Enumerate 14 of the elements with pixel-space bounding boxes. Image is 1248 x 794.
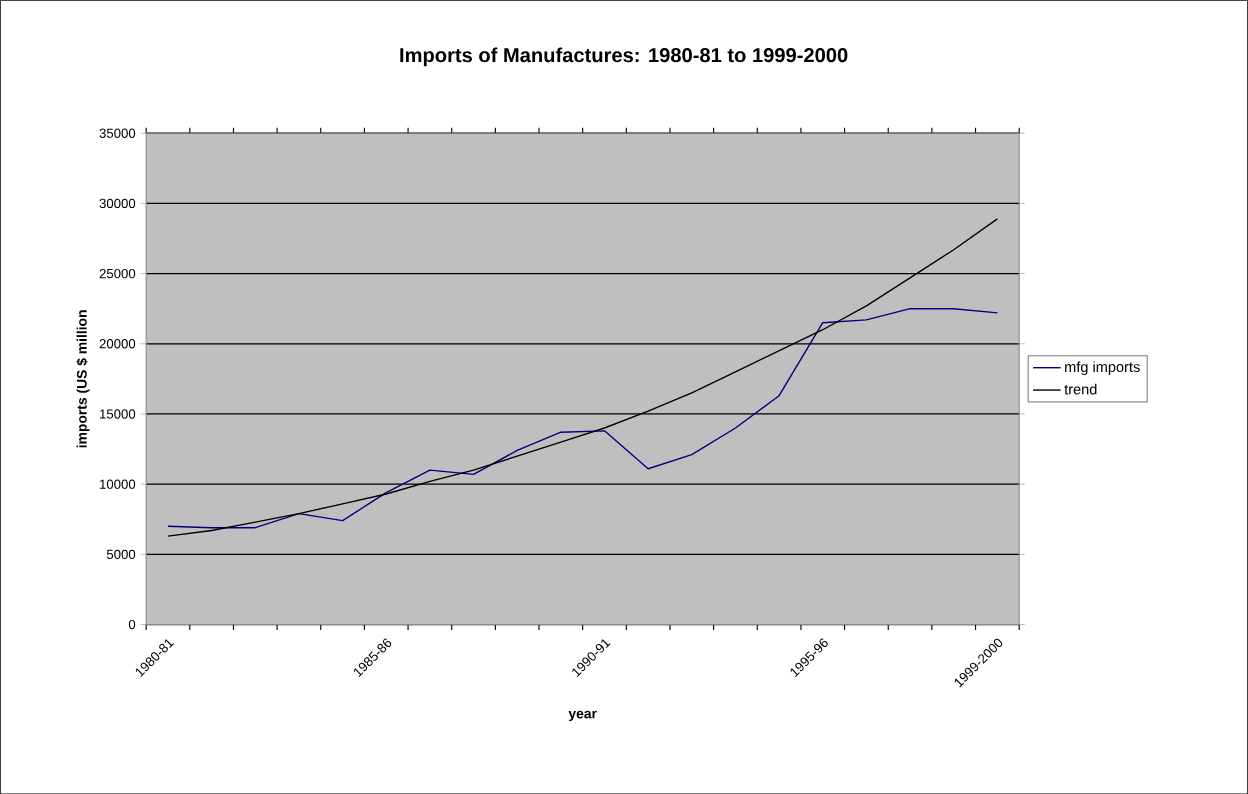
chart-title: Imports of Manufactures: 1980-81 to 1999-2000 <box>400 47 848 67</box>
y-tick-label: 20000 <box>99 338 136 349</box>
y-axis-title: imports (US $ million <box>76 310 90 448</box>
y-tick-label: 0 <box>128 619 136 630</box>
y-tick-label: 15000 <box>100 409 136 419</box>
x-axis-title: year <box>568 710 597 721</box>
legend-label: mfg imports <box>1065 361 1140 375</box>
y-tick-label: 25000 <box>99 268 136 279</box>
y-tick-label: 35000 <box>99 128 136 138</box>
y-tick-label: 5000 <box>106 549 136 559</box>
legend-label: trend <box>1064 383 1097 395</box>
line-series <box>167 307 999 529</box>
y-tick-label: 30000 <box>99 198 136 208</box>
y-tick-label: 10000 <box>100 479 136 489</box>
